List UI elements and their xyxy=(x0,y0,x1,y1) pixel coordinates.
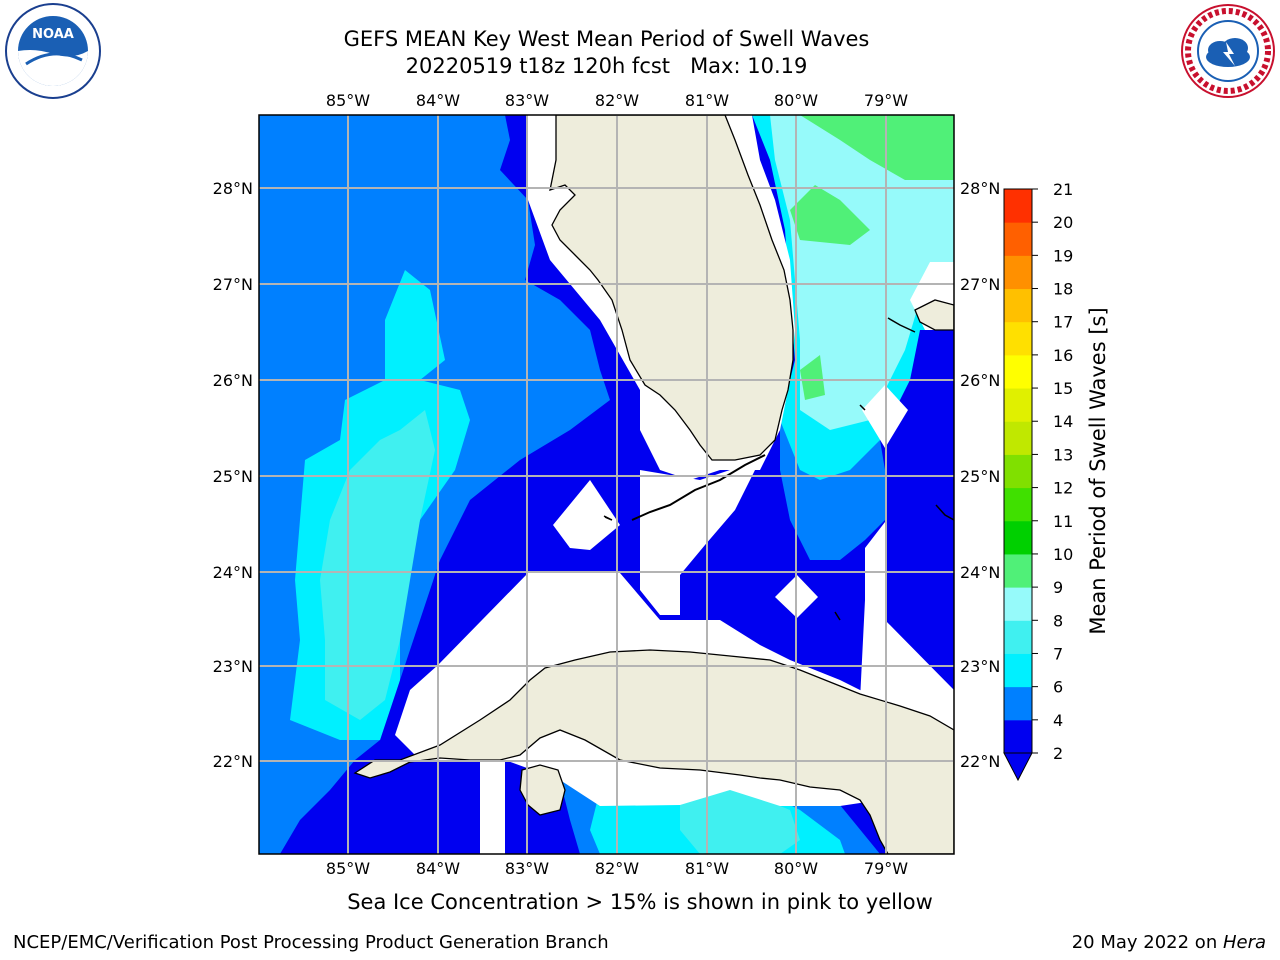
noaa-logo-text: NOAA xyxy=(32,27,74,42)
colorbar-tick-label: 14 xyxy=(1053,412,1073,431)
lon-label: 82°W xyxy=(595,859,639,878)
colorbar-tick-label: 17 xyxy=(1053,313,1073,332)
field-9-10-spot xyxy=(790,185,870,245)
no-data-dry-tortugas xyxy=(553,480,620,550)
map-area xyxy=(259,115,954,854)
colorbar-segment xyxy=(1004,520,1032,555)
field-9-10-atl xyxy=(800,115,954,180)
colorbar-segment xyxy=(1004,454,1032,489)
lon-label: 83°W xyxy=(505,859,549,878)
lat-label: 25°N xyxy=(213,467,253,486)
colorbar-tick-label: 20 xyxy=(1053,213,1073,232)
colorbar-tick-label: 2 xyxy=(1053,744,1063,763)
colorbar-tick-label: 9 xyxy=(1053,578,1063,597)
lon-label: 85°W xyxy=(326,859,370,878)
lat-label: 26°N xyxy=(213,371,253,390)
lon-label: 79°W xyxy=(864,91,908,110)
colorbar-segment xyxy=(1004,587,1032,621)
footer-credit: NCEP/EMC/Verification Post Processing Pr… xyxy=(13,932,609,953)
lat-label: 24°N xyxy=(960,563,1000,582)
colorbar-segment xyxy=(1004,653,1032,688)
land-grand-bahama xyxy=(914,299,954,331)
colorbar-tick-label: 7 xyxy=(1053,644,1063,663)
no-data-keys xyxy=(640,460,760,615)
lon-label: 81°W xyxy=(685,859,729,878)
footer-host: Hera xyxy=(1222,932,1266,953)
noaa-logo: NOAA xyxy=(5,3,101,99)
colorbar-tick-label: 10 xyxy=(1053,545,1073,564)
land-isle-of-youth xyxy=(519,764,566,816)
colorbar-segment xyxy=(1004,354,1032,389)
colorbar-tick-label: 18 xyxy=(1053,280,1073,299)
lat-label: 27°N xyxy=(213,275,253,294)
colorbar-tick-label: 4 xyxy=(1053,711,1063,730)
coast-keys xyxy=(631,454,766,521)
lon-label: 81°W xyxy=(685,91,729,110)
lon-label: 80°W xyxy=(774,91,818,110)
colorbar-tick-label: 16 xyxy=(1053,346,1073,365)
colorbar-segment xyxy=(1004,255,1032,290)
colorbar-ticks: 2 4 6 7 8 9 10 11 12 13 14 15 16 17 18 19 20 21 xyxy=(1032,180,1073,763)
lat-label: 23°N xyxy=(960,657,1000,676)
colorbar-segment xyxy=(1004,421,1032,455)
land-florida xyxy=(549,115,794,461)
map-frame xyxy=(258,114,955,855)
field-4-6-south xyxy=(259,760,355,854)
colorbar-tick-label: 11 xyxy=(1053,512,1073,531)
lon-label: 83°W xyxy=(505,91,549,110)
lon-label: 84°W xyxy=(416,91,460,110)
footer-date-text: 20 May 2022 on xyxy=(1071,932,1223,953)
lat-label: 25°N xyxy=(960,467,1000,486)
colorbar-tick-label: 12 xyxy=(1053,479,1073,498)
colorbar-segment xyxy=(1004,686,1032,721)
lon-labels-bottom: 85°W 84°W 83°W 82°W 81°W 80°W 79°W xyxy=(326,859,908,878)
colorbar-segment xyxy=(1004,222,1032,256)
lon-labels-top: 85°W 84°W 83°W 82°W 81°W 80°W 79°W xyxy=(326,91,908,110)
colorbar-tick-label: 13 xyxy=(1053,445,1073,464)
colorbar-segment xyxy=(1004,620,1032,654)
colorbar-frame xyxy=(1003,188,1033,754)
colorbar-extend-triangle xyxy=(1003,752,1033,782)
colorbar-segment xyxy=(1004,189,1032,223)
field-9-10-spot2 xyxy=(800,355,825,400)
chart-title: GEFS MEAN Key West Mean Period of Swell … xyxy=(343,27,870,51)
gridlines xyxy=(259,115,954,854)
lon-label: 85°W xyxy=(326,91,370,110)
lat-label: 28°N xyxy=(213,179,253,198)
lat-label: 22°N xyxy=(960,752,1000,771)
sea-ice-note: Sea Ice Concentration > 15% is shown in … xyxy=(347,890,933,914)
colorbar-label: Mean Period of Swell Waves [s] xyxy=(1086,307,1110,634)
colorbar-tick-label: 21 xyxy=(1053,180,1073,199)
colorbar-segment xyxy=(1004,288,1032,323)
lat-label: 22°N xyxy=(213,752,253,771)
colorbar-segment xyxy=(1004,388,1032,422)
footer-date: 20 May 2022 on Hera xyxy=(1072,932,1266,953)
colorbar-segment xyxy=(1004,487,1032,522)
colorbar-segment xyxy=(1004,553,1032,588)
coast-keys-islands xyxy=(603,515,613,521)
colorbar-tick-label: 15 xyxy=(1053,379,1073,398)
lat-label: 24°N xyxy=(213,563,253,582)
lat-labels-left: 28°N 27°N 26°N 25°N 24°N 23°N 22°N xyxy=(213,179,253,771)
colorbar-tick-label: 8 xyxy=(1053,611,1063,630)
chart-subtitle: 20220519 t18z 120h fcst Max: 10.19 xyxy=(405,54,808,78)
lon-label: 84°W xyxy=(416,859,460,878)
nws-logo xyxy=(1181,4,1275,98)
lat-label: 23°N xyxy=(213,657,253,676)
colorbar-segment xyxy=(1004,719,1032,754)
lat-label: 28°N xyxy=(960,179,1000,198)
lon-label: 79°W xyxy=(864,859,908,878)
colorbar-tick-label: 6 xyxy=(1053,678,1063,697)
colorbar xyxy=(1004,189,1032,754)
lon-label: 82°W xyxy=(595,91,639,110)
coast-bahamas xyxy=(834,317,954,621)
lat-label: 27°N xyxy=(960,275,1000,294)
lat-labels-right: 28°N 27°N 26°N 25°N 24°N 23°N 22°N xyxy=(960,179,1000,771)
lat-label: 26°N xyxy=(960,371,1000,390)
colorbar-segment xyxy=(1004,321,1032,356)
field-7-8-south xyxy=(680,780,800,854)
colorbar-tick-label: 19 xyxy=(1053,246,1073,265)
lon-label: 80°W xyxy=(774,859,818,878)
